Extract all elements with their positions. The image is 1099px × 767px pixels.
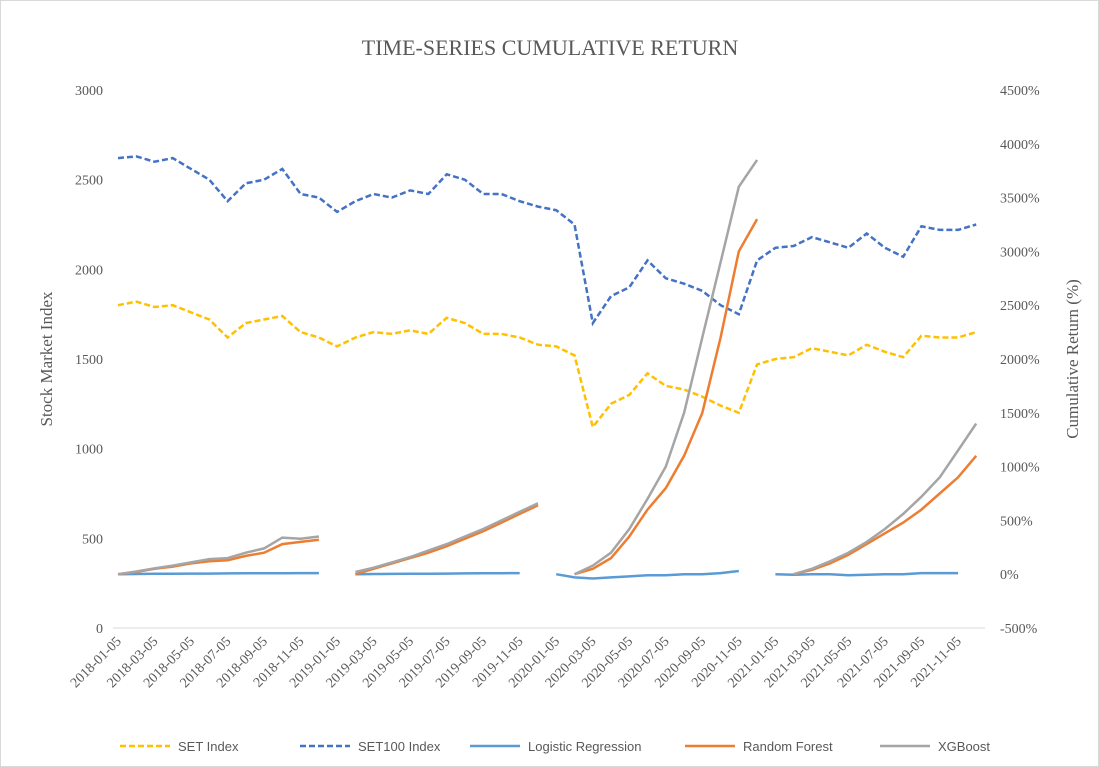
y2-tick-label: 2000% xyxy=(1000,353,1040,368)
y2-tick-label: 1000% xyxy=(1000,461,1040,476)
y-tick-label: 3000 xyxy=(75,84,103,99)
y-tick-label: 2000 xyxy=(75,263,103,278)
y2-tick-label: 0% xyxy=(1000,568,1019,583)
y2-axis-title: Cumulative Return (%) xyxy=(1063,279,1082,439)
legend-label: SET100 Index xyxy=(358,739,441,754)
legend-label: Logistic Regression xyxy=(528,739,641,754)
y-tick-label: 500 xyxy=(82,532,103,547)
y2-tick-label: -500% xyxy=(1000,622,1038,637)
chart-title: TIME-SERIES CUMULATIVE RETURN xyxy=(362,35,739,60)
y2-tick-label: 500% xyxy=(1000,514,1033,529)
y2-tick-label: 1500% xyxy=(1000,407,1040,422)
y-tick-label: 1500 xyxy=(75,353,103,368)
series-line xyxy=(117,569,958,580)
y2-tick-label: 4500% xyxy=(1000,84,1040,99)
y-tick-label: 1000 xyxy=(75,443,103,458)
y2-tick-label: 3000% xyxy=(1000,245,1040,260)
y-tick-label: 2500 xyxy=(75,174,103,189)
series-line xyxy=(117,218,978,576)
y2-tick-label: 4000% xyxy=(1000,138,1040,153)
series-line xyxy=(117,159,978,576)
y-tick-label: 0 xyxy=(96,622,103,637)
legend-label: Random Forest xyxy=(743,739,833,754)
series-line xyxy=(117,155,977,327)
y2-tick-label: 3500% xyxy=(1000,192,1040,207)
legend-label: XGBoost xyxy=(938,739,990,754)
y2-tick-label: 2500% xyxy=(1000,299,1040,314)
series-line xyxy=(117,300,977,430)
y-axis-title: Stock Market Index xyxy=(37,291,56,427)
legend-label: SET Index xyxy=(178,739,239,754)
